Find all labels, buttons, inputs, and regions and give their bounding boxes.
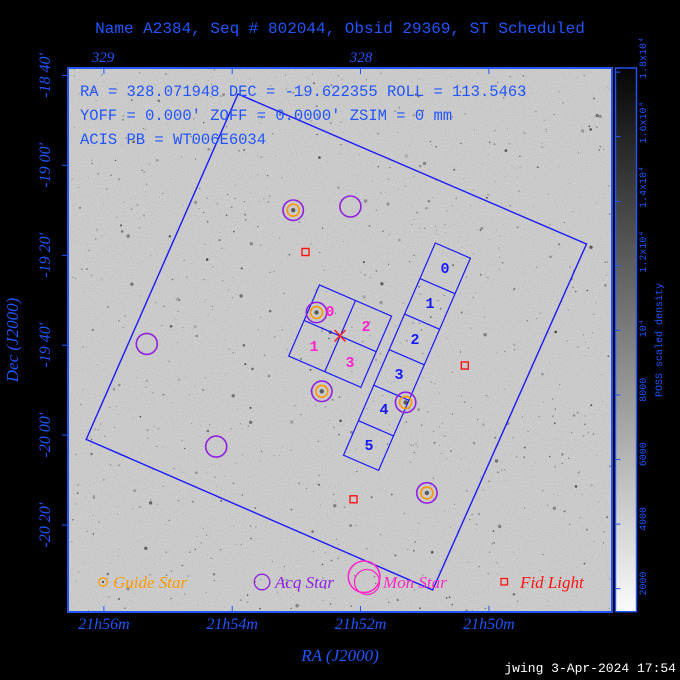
svg-text:-18 40': -18 40' — [37, 52, 54, 97]
svg-text:10⁴: 10⁴ — [638, 319, 650, 337]
svg-text:-19 40': -19 40' — [37, 322, 54, 367]
svg-text:2: 2 — [361, 319, 370, 336]
svg-text:1.2x10⁴: 1.2x10⁴ — [638, 231, 650, 273]
svg-text:-19 20': -19 20' — [37, 232, 54, 277]
svg-text:RA = 328.071948 DEC = -: RA = 328.071948 DEC = -19.622355 ROLL = … — [80, 83, 526, 101]
svg-text:1.8x10⁴: 1.8x10⁴ — [638, 37, 650, 79]
svg-text:Mon Star: Mon Star — [382, 573, 447, 592]
svg-text:ACIS PB = WT006E6034: ACIS PB = WT006E6034 — [80, 131, 266, 149]
svg-text:4000: 4000 — [639, 507, 650, 531]
svg-text:1.4x10⁴: 1.4x10⁴ — [638, 166, 650, 208]
svg-text:jwing 3-Apr-2024 17:54: jwing 3-Apr-2024 17:54 — [504, 661, 676, 676]
svg-text:-19 00': -19 00' — [37, 142, 54, 187]
svg-text:0: 0 — [440, 261, 449, 278]
svg-text:Fid Light: Fid Light — [519, 573, 585, 592]
svg-text:4: 4 — [379, 402, 388, 419]
svg-text:Name A2384, Seq # 802044, Obsi: Name A2384, Seq # 802044, Obsid 29369, S… — [95, 20, 585, 38]
svg-text:2: 2 — [410, 332, 419, 349]
svg-text:-20 20': -20 20' — [37, 502, 54, 547]
svg-text:21h50m: 21h50m — [463, 616, 515, 633]
svg-text:329: 329 — [91, 50, 115, 66]
svg-text:21h56m: 21h56m — [78, 616, 130, 633]
svg-text:328: 328 — [349, 50, 373, 66]
svg-text:Guide Star: Guide Star — [113, 573, 188, 592]
svg-text:21h54m: 21h54m — [206, 616, 258, 633]
svg-text:-20 00': -20 00' — [37, 412, 54, 457]
svg-text:8000: 8000 — [639, 378, 650, 402]
svg-text:3: 3 — [394, 367, 403, 384]
svg-text:5: 5 — [364, 438, 373, 455]
svg-text:21h52m: 21h52m — [335, 616, 387, 633]
svg-text:1.6x10⁴: 1.6x10⁴ — [638, 101, 650, 143]
svg-text:YOFF = 0.000' ZOFF =: YOFF = 0.000' ZOFF = 0.0000' ZSIM = 0 mm — [80, 107, 452, 125]
svg-text:Dec (J2000): Dec (J2000) — [3, 297, 22, 383]
svg-text:1: 1 — [425, 296, 434, 313]
svg-text:0: 0 — [325, 304, 334, 321]
svg-text:3: 3 — [345, 355, 354, 372]
svg-text:6000: 6000 — [639, 442, 650, 466]
svg-text:2000: 2000 — [639, 571, 650, 595]
svg-text:1: 1 — [309, 339, 318, 356]
svg-text:POSS scaled density: POSS scaled density — [654, 283, 666, 397]
svg-text:Acq Star: Acq Star — [274, 573, 334, 592]
svg-text:RA (J2000): RA (J2000) — [300, 646, 379, 665]
